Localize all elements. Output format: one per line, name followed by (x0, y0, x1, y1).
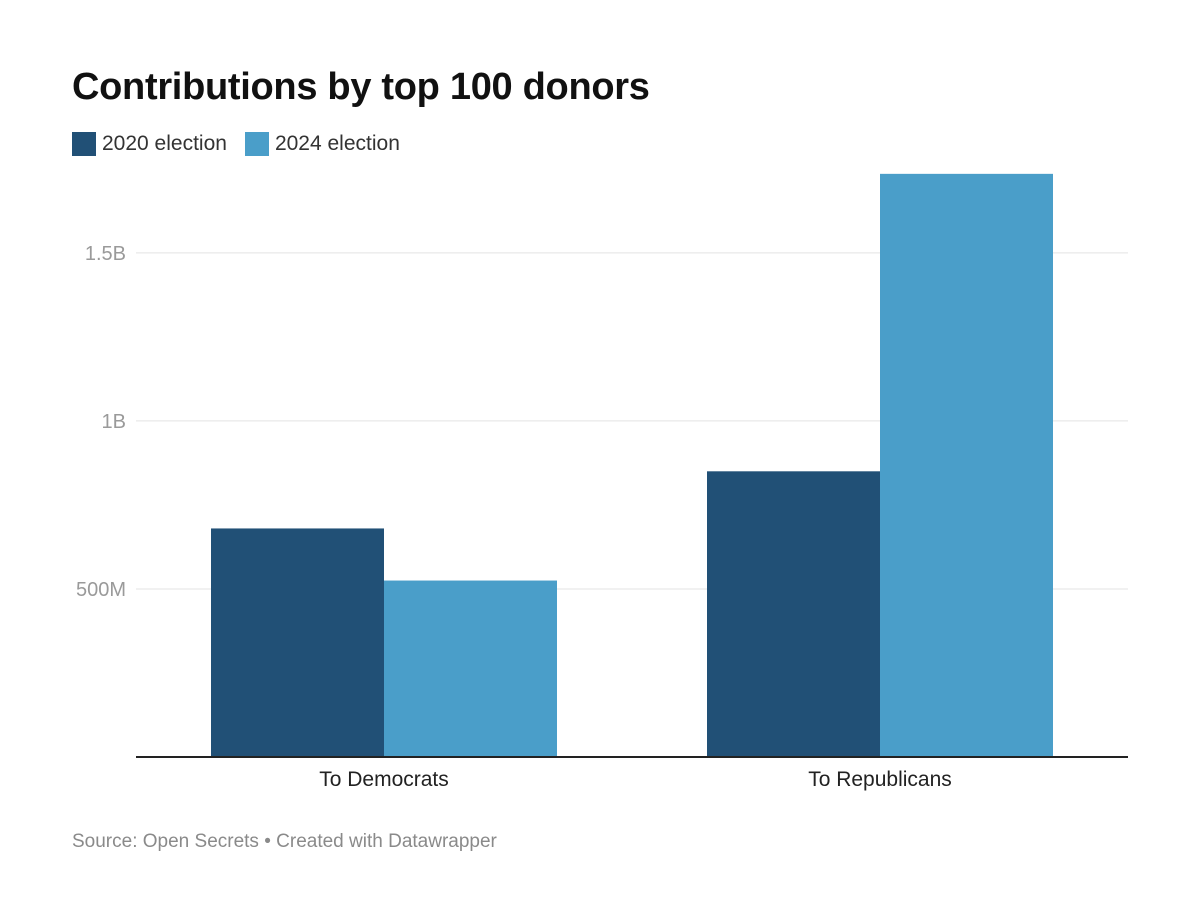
y-tick-label: 500M (76, 579, 126, 601)
credit-text: Created with Datawrapper (276, 831, 497, 852)
chart-legend: 2020 election 2024 election (72, 132, 400, 156)
y-tick-label: 1B (102, 411, 126, 433)
bar-2020-democrats[interactable] (211, 528, 384, 757)
bar-2024-democrats[interactable] (384, 580, 557, 757)
chart-title: Contributions by top 100 donors (72, 66, 650, 108)
axes: 500M 1B 1.5B To Democrats To Republicans (76, 243, 1128, 791)
footer-separator: • (258, 831, 277, 852)
legend-swatch-2024 (244, 132, 269, 156)
legend-label-2024: 2024 election (274, 132, 400, 155)
y-tick-label: 1.5B (85, 243, 126, 265)
bar-2020-republicans[interactable] (707, 471, 880, 757)
source-text: Source: Open Secrets (72, 831, 259, 852)
x-category-label: To Democrats (319, 768, 449, 791)
bar-2024-republicans[interactable] (880, 173, 1053, 757)
chart-footer: Source: Open Secrets • Created with Data… (72, 831, 497, 853)
legend-item-2020[interactable]: 2020 election (72, 132, 227, 156)
legend-item-2024[interactable]: 2024 election (244, 132, 400, 156)
legend-swatch-2020 (72, 132, 96, 156)
legend-label-2020: 2020 election (102, 132, 227, 155)
x-category-label: To Republicans (808, 768, 952, 791)
bars (211, 173, 1053, 757)
